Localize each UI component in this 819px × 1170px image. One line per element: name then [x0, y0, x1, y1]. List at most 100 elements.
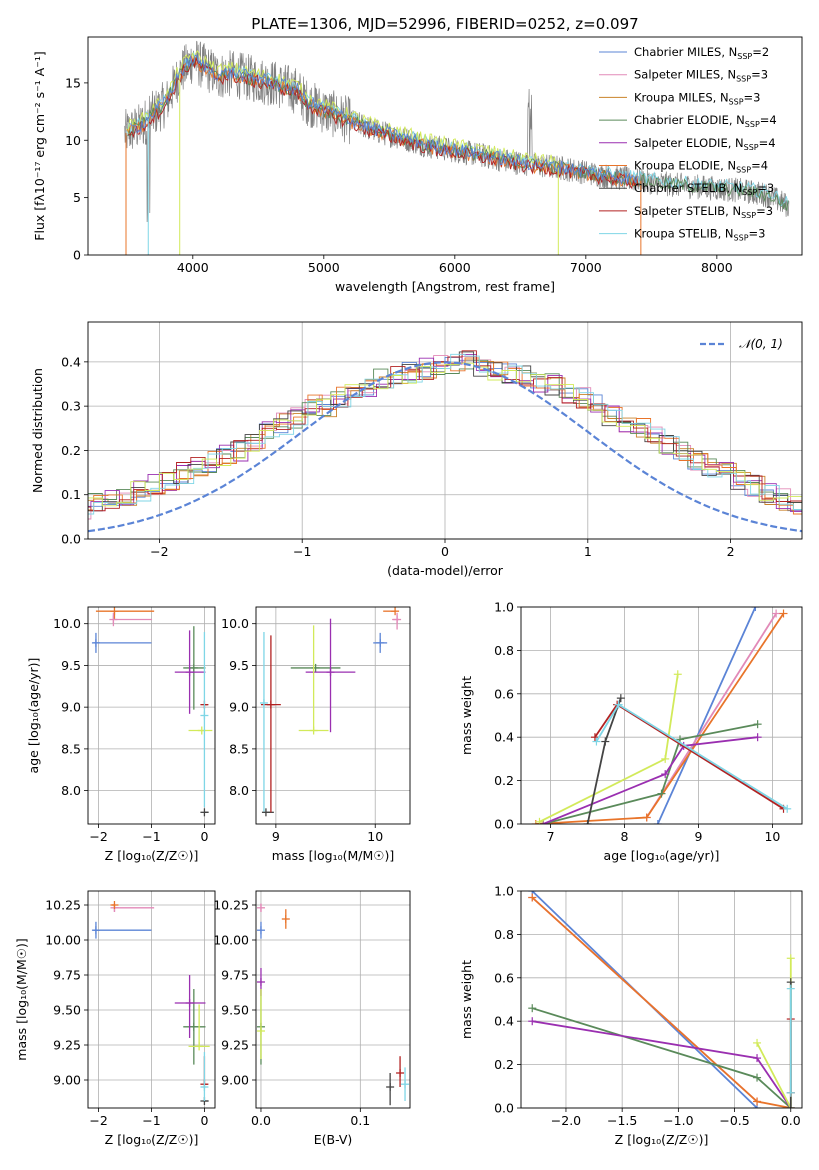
y-tick-label: 8.0: [229, 783, 249, 798]
panel-mass-vs-EBV: 0.0 0.1 9.00 9.25 9.50 9.75 10.00 10.25 E(B-V): [213, 890, 411, 1147]
panel-spectrum: 4000 5000 6000 7000 8000 0 5 10 15 wavelength [An…: [32, 36, 803, 294]
plot-area: [124, 40, 790, 255]
x-tick-label: −1.0: [663, 1113, 693, 1128]
y-tick-label: 10: [65, 133, 81, 148]
axes-frame: [520, 606, 803, 825]
x-tick-label: 10: [367, 829, 383, 844]
y-tick-label: 10.25: [45, 898, 81, 913]
x-tick-label: 5000: [308, 260, 340, 275]
y-tick-label: 8.5: [61, 741, 81, 756]
y-tick-label: 9.75: [53, 968, 81, 983]
x-tick-label: 8: [621, 829, 629, 844]
y-tick-label: 0.8: [494, 927, 514, 942]
x-tick-label: 9: [272, 829, 280, 844]
x-tick-label: −2: [89, 1113, 107, 1128]
y-axis-label: Flux [fλ10⁻¹⁷ erg cm⁻² s⁻¹ A⁻¹]: [32, 51, 47, 240]
figure-title: PLATE=1306, MJD=52996, FIBERID=0252, z=0…: [251, 15, 638, 33]
y-tick-label: 0: [73, 248, 81, 263]
y-tick-label: 0.4: [61, 354, 81, 369]
y-tick-label: 0.4: [494, 1014, 514, 1029]
model-spectrum: [126, 55, 639, 187]
model-spectrum: [127, 54, 789, 211]
y-axis-label: mass [log₁₀(M/M☉)]: [14, 938, 29, 1060]
series-line: [656, 607, 757, 824]
y-tick-label: 0.1: [61, 487, 81, 502]
x-tick-label: 0.0: [251, 1113, 271, 1128]
y-tick-label: 9.75: [221, 968, 249, 983]
x-axis-label: mass [log₁₀(M/M☉)]: [272, 848, 394, 863]
y-tick-label: 9.5: [229, 658, 249, 673]
panel-age-vs-mass: 9 10 8.0 8.5 9.0 9.5 10.0 mass [log₁₀(M/M☉)]: [221, 606, 411, 863]
legend-label: Salpeter STELIB, NSSP=3: [634, 204, 773, 220]
axes-frame: [87, 606, 216, 825]
panel-massweight-vs-age: 7 8 9 10 0.0 0.2 0.4 0.6 0.8 1.0 age [log₁₀(age/yr…: [459, 600, 803, 863]
model-spectrum: [126, 49, 560, 168]
legend-label: Chabrier ELODIE, NSSP=4: [634, 113, 777, 129]
y-tick-label: 9.5: [61, 658, 81, 673]
y-tick-label: 0.2: [494, 1057, 514, 1072]
x-tick-label: 6000: [439, 260, 471, 275]
plot-area: [88, 350, 802, 533]
legend-label: Salpeter ELODIE, NSSP=4: [634, 136, 776, 152]
series-line: [535, 612, 785, 824]
x-axis-label: E(B-V): [314, 1132, 353, 1147]
axes-frame: [255, 606, 411, 825]
panel-age-vs-Z: −2 −1 0 8.0 8.5 9.0 9.5 10.0 Z [log₁₀(Z/Z☉)] age …: [26, 606, 216, 863]
series-line: [756, 958, 792, 1108]
y-tick-label: 1.0: [494, 600, 514, 615]
y-tick-label: 9.25: [221, 1038, 249, 1053]
x-axis-label: Z [log₁₀(Z/Z☉)]: [105, 1132, 199, 1147]
axes-frame: [520, 890, 803, 1109]
y-tick-label: 9.50: [221, 1003, 249, 1018]
y-tick-label: 10.0: [53, 616, 81, 631]
x-tick-label: 0.0: [781, 1113, 801, 1128]
x-axis-label: (data-model)/error: [387, 563, 504, 578]
y-axis-label: mass weight: [459, 676, 474, 755]
residual-histogram: [88, 355, 802, 520]
x-tick-label: 7: [547, 829, 555, 844]
y-tick-label: 10.25: [213, 898, 249, 913]
y-tick-label: 1.0: [494, 884, 514, 899]
plot-area: [91, 607, 213, 817]
plot-area: [259, 607, 402, 817]
y-tick-label: 0.4: [494, 730, 514, 745]
x-tick-label: 0.1: [350, 1113, 370, 1128]
x-tick-label: −1.5: [607, 1113, 637, 1128]
y-tick-label: 9.00: [221, 1073, 249, 1088]
x-tick-label: 0: [200, 1113, 208, 1128]
y-tick-label: 9.0: [61, 700, 81, 715]
legend-label: Kroupa STELIB, NSSP=3: [634, 227, 765, 243]
y-tick-label: 0.2: [61, 443, 81, 458]
y-tick-label: 8.5: [229, 741, 249, 756]
x-tick-label: −1: [142, 1113, 160, 1128]
x-tick-label: 7000: [570, 260, 602, 275]
x-tick-label: −2: [89, 829, 107, 844]
residual-histogram: [88, 357, 802, 515]
legend-label: Salpeter MILES, NSSP=3: [634, 68, 768, 84]
plot-area: [91, 901, 210, 1105]
axes-frame: [255, 890, 411, 1109]
x-tick-label: −2: [150, 544, 168, 559]
y-axis-label: age [log₁₀(age/yr)]: [26, 658, 41, 774]
residual-histogram: [88, 356, 802, 516]
y-tick-label: 0.0: [61, 532, 81, 547]
y-tick-label: 0.0: [494, 1101, 514, 1116]
y-tick-label: 0.0: [494, 817, 514, 832]
x-tick-label: 4000: [177, 260, 209, 275]
y-tick-label: 0.8: [494, 643, 514, 658]
x-tick-label: 0: [200, 829, 208, 844]
x-tick-label: 0: [441, 544, 449, 559]
y-tick-label: 0.3: [61, 399, 81, 414]
normal-curve: [88, 361, 802, 533]
y-axis-label: mass weight: [459, 960, 474, 1039]
y-tick-label: 9.25: [53, 1038, 81, 1053]
x-tick-label: 9: [694, 829, 702, 844]
y-tick-label: 0.6: [494, 686, 514, 701]
model-spectrum: [129, 54, 638, 186]
y-tick-label: 15: [65, 75, 81, 90]
axes-frame: [87, 36, 803, 256]
y-tick-label: 9.50: [53, 1003, 81, 1018]
y-tick-label: 9.00: [53, 1073, 81, 1088]
y-tick-label: 0.6: [494, 970, 514, 985]
